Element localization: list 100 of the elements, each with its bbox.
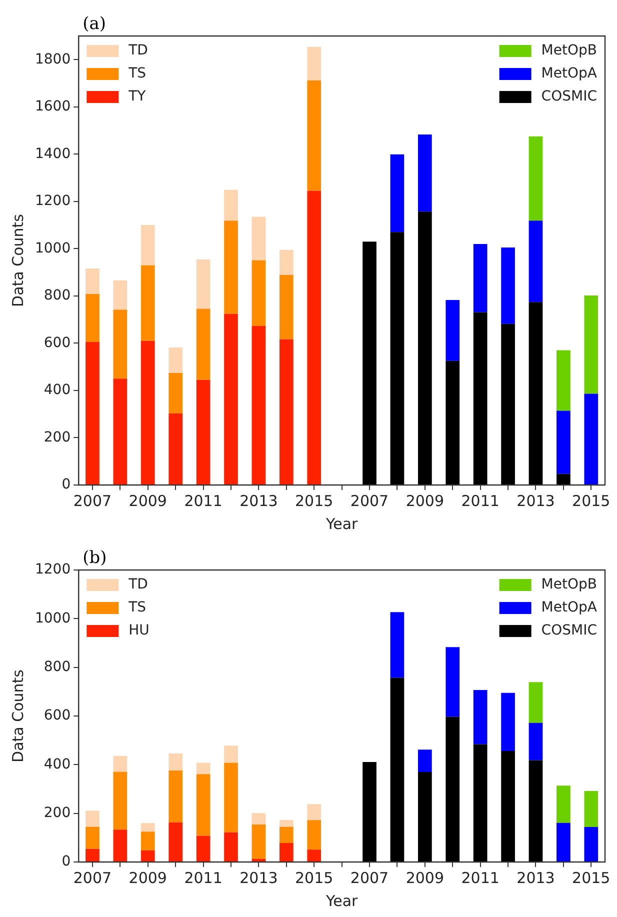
legend-label: TY xyxy=(128,88,146,105)
bar xyxy=(113,830,128,862)
bar xyxy=(279,843,294,862)
bar xyxy=(224,832,238,862)
bar xyxy=(168,770,183,822)
bar xyxy=(86,294,100,342)
bar xyxy=(279,274,294,340)
bar xyxy=(224,190,238,221)
x-tick-label: 2007 xyxy=(350,492,389,510)
legend-label: TD xyxy=(128,576,148,593)
x-tick-label: 2011 xyxy=(461,868,500,887)
bar xyxy=(168,413,183,484)
bar xyxy=(556,822,570,862)
bar xyxy=(252,858,266,862)
y-tick-label: 200 xyxy=(44,804,71,821)
bar xyxy=(252,813,266,825)
bar xyxy=(168,347,183,373)
bar xyxy=(168,822,183,862)
bar xyxy=(501,248,515,324)
bar xyxy=(307,190,322,484)
bar xyxy=(307,80,322,191)
bar xyxy=(556,474,570,484)
bar xyxy=(446,716,460,862)
legend-label: MetOpB xyxy=(541,42,598,59)
y-tick-label: 0 xyxy=(62,476,71,493)
bar xyxy=(446,300,460,361)
y-tick-label: 1400 xyxy=(34,146,71,162)
bar xyxy=(196,380,210,484)
y-axis-title: Data Counts xyxy=(8,214,27,307)
bar xyxy=(224,762,238,832)
bar xyxy=(86,268,100,294)
bar xyxy=(196,260,210,309)
y-tick-label: 800 xyxy=(44,288,71,304)
y-tick-label: 400 xyxy=(44,756,71,772)
x-tick-label: 2013 xyxy=(240,868,278,887)
bar xyxy=(584,790,598,827)
y-tick-label: 600 xyxy=(44,708,71,724)
y-tick-label: 0 xyxy=(62,854,71,870)
bar xyxy=(140,225,155,266)
bar xyxy=(196,774,210,836)
bar xyxy=(418,134,432,212)
x-tick-label: 2007 xyxy=(350,868,389,887)
bar xyxy=(196,762,210,774)
chart-title: (a) xyxy=(82,14,106,34)
legend-label: MetOpB xyxy=(541,576,598,593)
legend-label: TD xyxy=(128,42,148,59)
y-tick-label: 200 xyxy=(44,429,71,446)
x-tick-label: 2015 xyxy=(572,868,610,887)
bar xyxy=(168,372,183,414)
bar xyxy=(252,824,266,859)
bar xyxy=(224,746,238,763)
x-tick-label: 2013 xyxy=(516,868,555,887)
x-tick-label: 2011 xyxy=(184,492,222,510)
bar xyxy=(279,826,294,844)
bar xyxy=(584,394,598,484)
bar xyxy=(140,823,155,832)
y-tick-label: 1200 xyxy=(34,562,71,578)
x-tick-label: 2009 xyxy=(128,868,167,887)
bar xyxy=(196,308,210,380)
x-tick-label: 2013 xyxy=(240,492,278,510)
legend-label: MetOpA xyxy=(541,600,598,616)
bar xyxy=(140,265,155,341)
bar xyxy=(307,804,322,820)
x-tick-label: 2009 xyxy=(406,868,444,887)
y-tick-label: 600 xyxy=(44,334,71,351)
bar xyxy=(528,722,543,760)
x-tick-label: 2011 xyxy=(184,868,222,887)
legend-label: MetOpA xyxy=(541,66,598,82)
bar xyxy=(418,750,432,772)
x-tick-label: 2015 xyxy=(295,868,334,887)
x-tick-label: 2011 xyxy=(461,492,500,510)
bar xyxy=(501,751,515,862)
bar xyxy=(86,826,100,849)
y-axis-title: Data Counts xyxy=(8,669,27,762)
bar xyxy=(501,324,515,484)
bar xyxy=(446,360,460,484)
bar xyxy=(390,612,404,678)
x-axis-title: Year xyxy=(324,514,359,533)
bar xyxy=(528,760,543,862)
y-tick-label: 1000 xyxy=(34,240,71,256)
bar xyxy=(473,690,488,744)
legend-label: HU xyxy=(128,622,150,639)
bar xyxy=(140,832,155,850)
bar xyxy=(584,295,598,394)
bar xyxy=(362,762,376,862)
bar xyxy=(224,220,238,314)
y-tick-label: 1200 xyxy=(34,193,71,210)
bar xyxy=(418,772,432,862)
bar xyxy=(140,850,155,862)
chart-title: (b) xyxy=(82,548,107,568)
bar xyxy=(501,692,515,752)
bar xyxy=(113,378,128,484)
bar xyxy=(86,848,100,862)
bar xyxy=(196,836,210,862)
bar xyxy=(224,314,238,484)
bar xyxy=(390,232,404,484)
bar xyxy=(584,826,598,862)
y-tick-label: 1800 xyxy=(34,51,71,68)
bar xyxy=(473,312,488,484)
x-tick-label: 2009 xyxy=(406,492,444,510)
